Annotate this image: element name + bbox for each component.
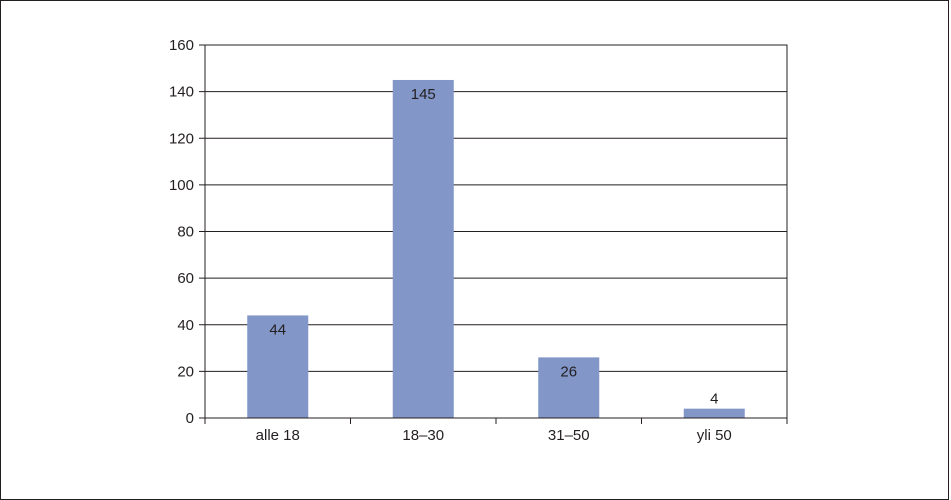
y-tick-label: 80 xyxy=(177,224,194,241)
data-label: 4 xyxy=(710,391,718,408)
bar xyxy=(538,357,600,418)
y-tick-label: 140 xyxy=(169,84,194,101)
y-tick-label: 100 xyxy=(169,177,194,194)
y-tick-label: 20 xyxy=(177,363,194,380)
y-tick-label: 0 xyxy=(186,410,194,427)
axes xyxy=(199,44,788,424)
labels: 0 20 40 60 80 100 120 140 160 44 alle 18 145 18–30 26… xyxy=(169,37,732,444)
plot-area-border xyxy=(204,44,788,419)
x-tick-label: 31–50 xyxy=(548,427,590,444)
bars xyxy=(247,79,745,418)
bar xyxy=(683,408,745,418)
x-tick-label: yli 50 xyxy=(697,427,732,444)
x-tick-label: alle 18 xyxy=(256,427,300,444)
x-tick-label: 18–30 xyxy=(402,427,444,444)
data-label: 44 xyxy=(269,321,286,338)
bar-chart: 0 20 40 60 80 100 120 140 160 44 alle 18 145 18–30 26… xyxy=(169,37,788,444)
y-tick-label: 40 xyxy=(177,317,194,334)
data-label: 145 xyxy=(411,86,436,103)
y-tick-label: 160 xyxy=(169,37,194,54)
data-label: 26 xyxy=(560,363,577,380)
y-tick-label: 60 xyxy=(177,270,194,287)
bar xyxy=(247,315,309,418)
bar xyxy=(392,79,454,418)
y-tick-label: 120 xyxy=(169,130,194,147)
